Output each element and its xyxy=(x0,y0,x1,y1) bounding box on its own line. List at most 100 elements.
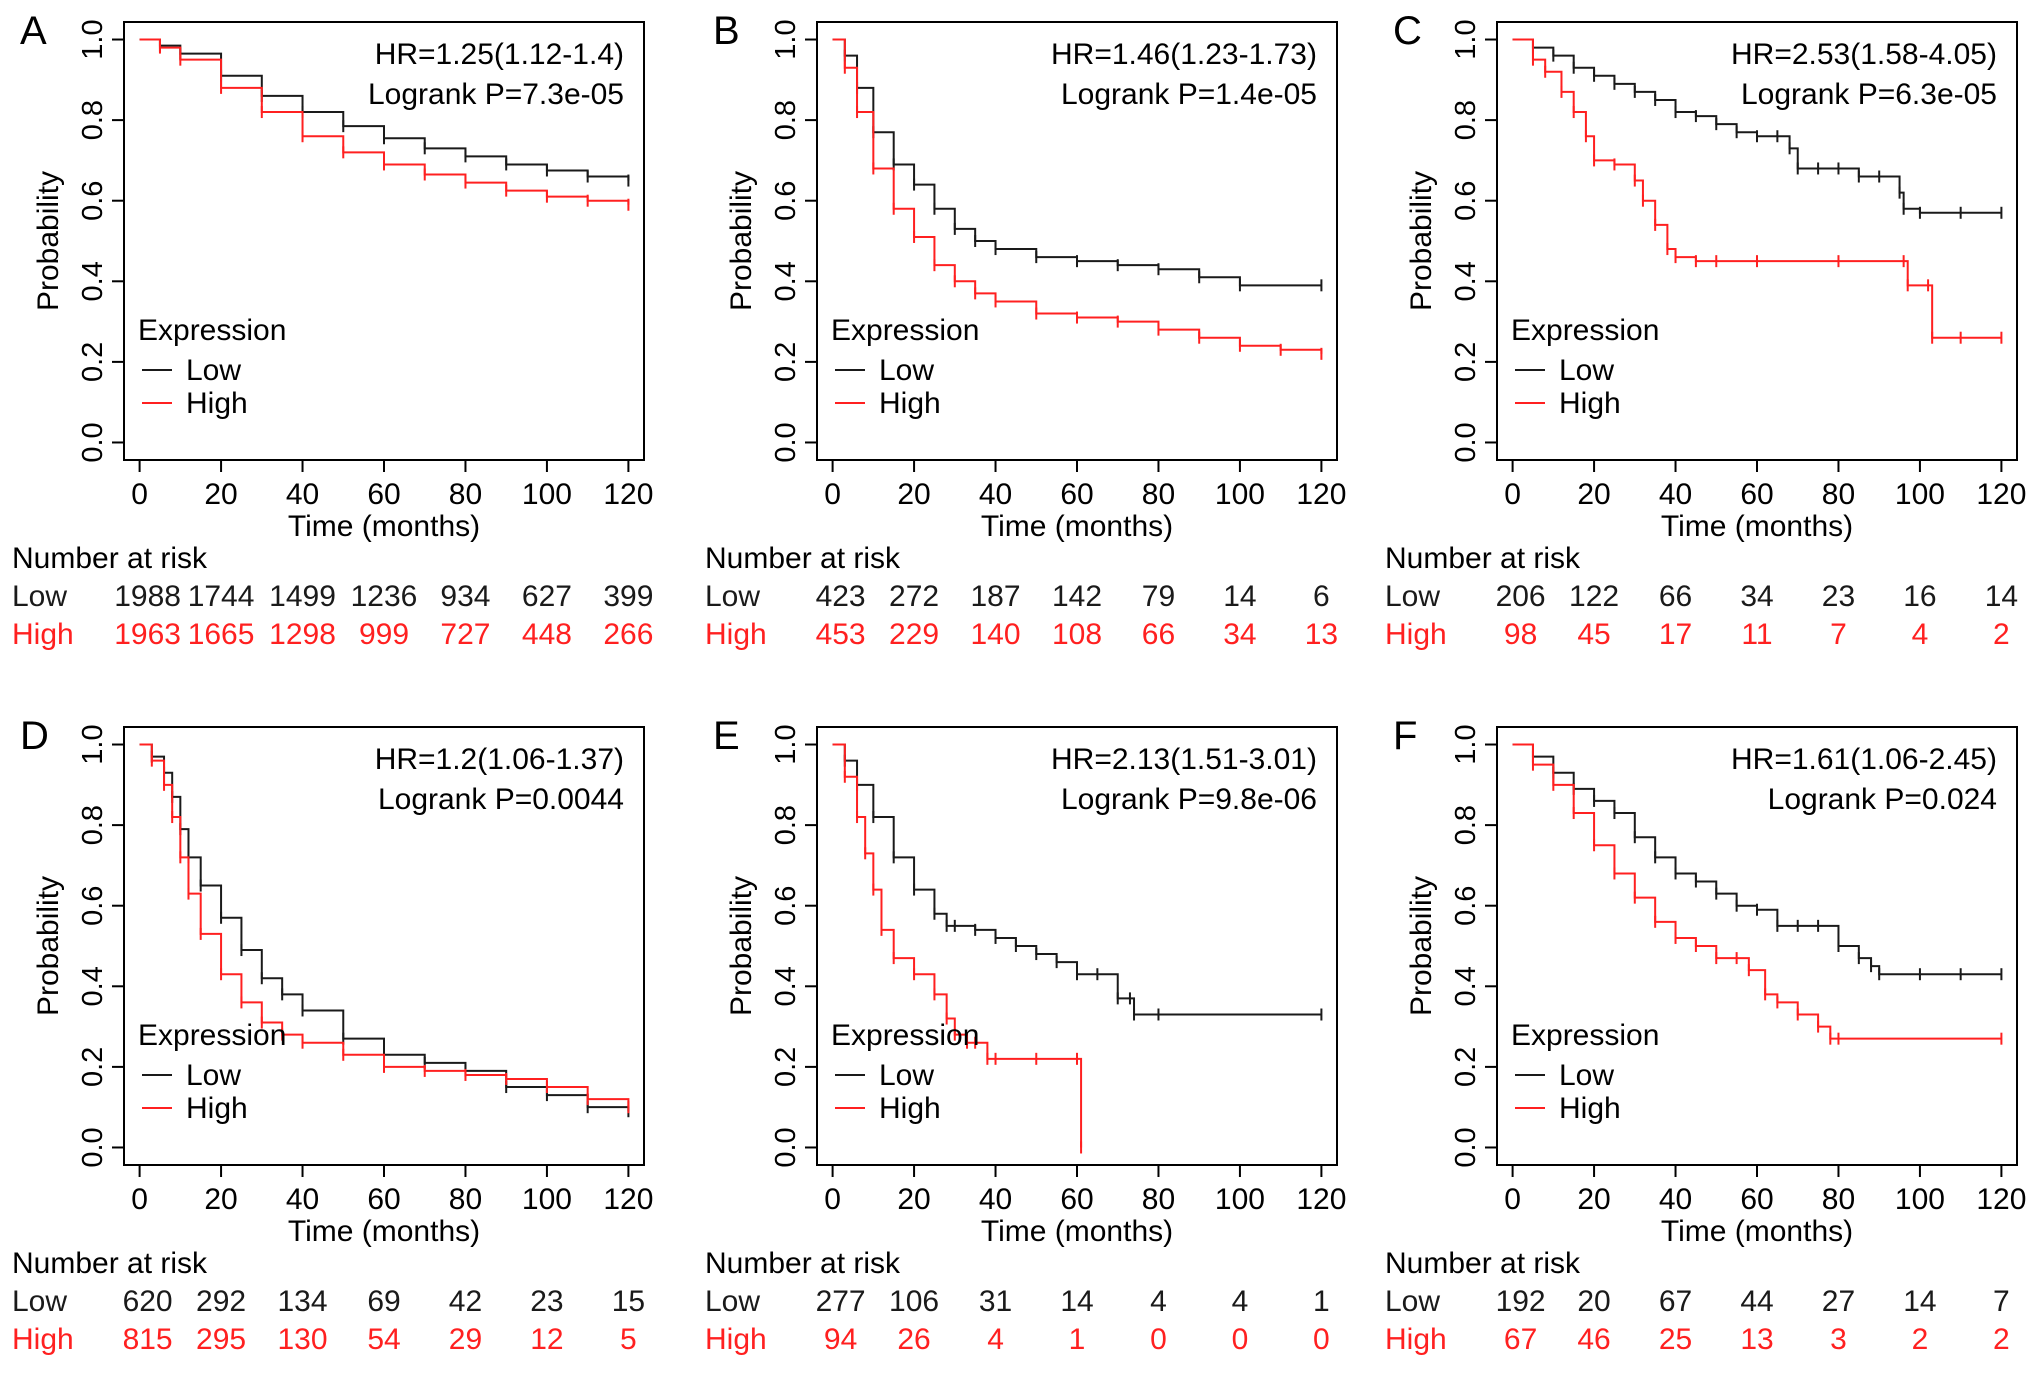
risk-count-low: 7 xyxy=(1993,1285,2010,1318)
x-tick-label: 100 xyxy=(1895,1183,1945,1216)
legend-entry-high: High xyxy=(879,387,941,420)
x-tick-label: 40 xyxy=(979,1183,1012,1216)
risk-count-high: 999 xyxy=(359,618,409,651)
panel-a: A 0.0 0.2 0.4 0.6 0.8 1.0 Probability 0 20 40 60 80 1… xyxy=(12,9,653,651)
logrank-annotation: Logrank P=0.0044 xyxy=(378,783,624,816)
legend-title: Expression xyxy=(831,314,979,347)
legend-title: Expression xyxy=(138,314,286,347)
risk-table-title: Number at risk xyxy=(705,1247,901,1280)
y-axis-label: Probability xyxy=(725,876,758,1016)
panel-d: D 0.0 0.2 0.4 0.6 0.8 1.0 Probability 0 20 40 60 80 1… xyxy=(12,714,653,1356)
y-tick-label: 0.8 xyxy=(1450,805,1482,845)
logrank-annotation: Logrank P=9.8e-06 xyxy=(1061,783,1317,816)
x-tick-label: 60 xyxy=(367,1183,400,1216)
y-tick-label: 0.0 xyxy=(77,422,109,462)
x-axis: 0 20 40 60 80 100 120 xyxy=(131,460,653,511)
x-tick-label: 80 xyxy=(1142,478,1175,511)
y-axis: 0.0 0.2 0.4 0.6 0.8 1.0 xyxy=(77,19,124,463)
risk-count-high: 1665 xyxy=(188,618,255,651)
y-tick-label: 0.8 xyxy=(770,100,802,140)
risk-row-label-low: Low xyxy=(12,1285,67,1318)
risk-count-high: 13 xyxy=(1740,1323,1773,1356)
y-tick-label: 0.4 xyxy=(770,966,802,1006)
risk-count-high: 815 xyxy=(123,1323,173,1356)
risk-count-high: 0 xyxy=(1313,1323,1330,1356)
series-low xyxy=(832,743,1323,1021)
risk-count-low: 106 xyxy=(889,1285,939,1318)
logrank-annotation: Logrank P=6.3e-05 xyxy=(1741,78,1997,111)
risk-count-low: 1 xyxy=(1313,1285,1330,1318)
risk-count-high: 229 xyxy=(889,618,939,651)
y-tick-label: 0.6 xyxy=(770,886,802,926)
y-axis: 0.0 0.2 0.4 0.6 0.8 1.0 xyxy=(770,19,817,463)
panel-label: E xyxy=(713,714,740,758)
risk-count-low: 44 xyxy=(1740,1285,1773,1318)
panel-label: D xyxy=(20,714,49,758)
x-tick-label: 60 xyxy=(1740,1183,1773,1216)
y-axis-label: Probability xyxy=(1405,171,1438,311)
risk-row-label-low: Low xyxy=(12,580,67,613)
y-tick-label: 0.8 xyxy=(77,100,109,140)
x-tick-label: 20 xyxy=(204,478,237,511)
risk-row-label-high: High xyxy=(705,1323,767,1356)
legend-entry-high: High xyxy=(879,1092,941,1125)
x-tick-label: 60 xyxy=(367,478,400,511)
risk-table-title: Number at risk xyxy=(12,1247,208,1280)
hr-annotation: HR=1.25(1.12-1.4) xyxy=(375,38,624,71)
risk-table-title: Number at risk xyxy=(1385,1247,1581,1280)
y-tick-label: 0.2 xyxy=(770,342,802,382)
risk-count-low: 206 xyxy=(1496,580,1546,613)
y-tick-label: 0.2 xyxy=(1450,342,1482,382)
risk-table: Number at risk Low High 206 98 122 45 66 17 34 11 2… xyxy=(1385,542,2018,651)
risk-count-high: 1963 xyxy=(114,618,181,651)
x-tick-label: 80 xyxy=(1822,1183,1855,1216)
x-tick-label: 120 xyxy=(1976,478,2026,511)
y-axis: 0.0 0.2 0.4 0.6 0.8 1.0 xyxy=(770,724,817,1168)
logrank-annotation: Logrank P=1.4e-05 xyxy=(1061,78,1317,111)
x-axis-label: Time (months) xyxy=(288,510,480,543)
y-tick-label: 0.0 xyxy=(770,1127,802,1167)
risk-count-high: 5 xyxy=(620,1323,637,1356)
y-tick-label: 0.2 xyxy=(770,1047,802,1087)
risk-count-high: 29 xyxy=(449,1323,482,1356)
panel-b: B 0.0 0.2 0.4 0.6 0.8 1.0 Probability 0 20 40 60 80 1… xyxy=(705,9,1346,651)
risk-count-high: 4 xyxy=(1912,618,1929,651)
legend-entry-low: Low xyxy=(879,354,934,387)
risk-count-high: 67 xyxy=(1504,1323,1537,1356)
risk-count-low: 277 xyxy=(816,1285,866,1318)
risk-count-high: 2 xyxy=(1993,618,2010,651)
panel-f: F 0.0 0.2 0.4 0.6 0.8 1.0 Probability 0 20 40 60 80 1… xyxy=(1385,714,2026,1356)
y-tick-label: 1.0 xyxy=(77,19,109,59)
risk-table: Number at risk Low High 423 453 272 229 187 140 1… xyxy=(705,542,1338,651)
risk-count-low: 34 xyxy=(1740,580,1773,613)
risk-count-low: 142 xyxy=(1052,580,1102,613)
y-axis: 0.0 0.2 0.4 0.6 0.8 1.0 xyxy=(1450,724,1497,1168)
y-tick-label: 0.4 xyxy=(77,261,109,301)
y-tick-label: 0.2 xyxy=(1450,1047,1482,1087)
risk-count-high: 0 xyxy=(1150,1323,1167,1356)
y-tick-label: 0.6 xyxy=(770,181,802,221)
risk-count-low: 20 xyxy=(1577,1285,1610,1318)
y-axis-label: Probability xyxy=(32,171,65,311)
legend-entry-high: High xyxy=(186,1092,248,1125)
x-tick-label: 60 xyxy=(1060,1183,1093,1216)
risk-count-low: 66 xyxy=(1659,580,1692,613)
risk-count-high: 140 xyxy=(971,618,1021,651)
risk-count-high: 108 xyxy=(1052,618,1102,651)
legend-title: Expression xyxy=(138,1019,286,1052)
risk-count-low: 1236 xyxy=(351,580,418,613)
x-tick-label: 0 xyxy=(131,478,148,511)
x-tick-label: 20 xyxy=(897,478,930,511)
risk-count-low: 79 xyxy=(1142,580,1175,613)
panel-label: B xyxy=(713,9,740,53)
legend-title: Expression xyxy=(831,1019,979,1052)
x-axis-label: Time (months) xyxy=(981,510,1173,543)
risk-count-high: 11 xyxy=(1741,618,1772,651)
risk-count-high: 727 xyxy=(440,618,490,651)
risk-count-high: 7 xyxy=(1830,618,1847,651)
risk-count-high: 266 xyxy=(603,618,653,651)
x-tick-label: 80 xyxy=(449,1183,482,1216)
